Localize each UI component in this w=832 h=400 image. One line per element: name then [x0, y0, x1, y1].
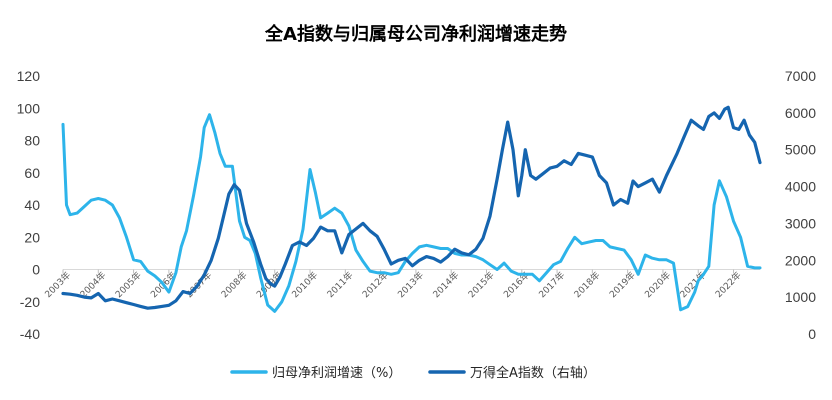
right-axis-tick-label: 4000 — [785, 179, 816, 195]
right-axis-tick-label: 5000 — [785, 142, 816, 158]
legend: 归母净利润增速（%） 万得全A指数（右轴） — [230, 365, 596, 381]
x-axis-tick-label: 2020年 — [642, 269, 673, 300]
right-axis-tick-label: 3000 — [785, 215, 816, 231]
x-axis-tick-label: 2017年 — [536, 269, 567, 300]
left-axis-tick-label: 120 — [17, 68, 41, 84]
series-line-net-profit-growth — [61, 113, 762, 313]
left-y-axis: -40 -20 0 20 40 60 80 100 120 — [17, 68, 41, 342]
right-y-axis: 0 1000 2000 3000 4000 5000 6000 7000 — [785, 68, 816, 342]
left-axis-tick-label: 80 — [24, 133, 40, 149]
left-axis-tick-label: -20 — [20, 294, 40, 310]
right-axis-tick-label: 7000 — [785, 68, 816, 84]
x-axis-tick-label: 2015年 — [466, 269, 497, 300]
right-axis-tick-label: 2000 — [785, 252, 816, 268]
x-axis-tick-label: 2008年 — [219, 269, 250, 300]
x-axis-tick-label: 2011年 — [324, 269, 355, 300]
x-axis-tick-label: 2013年 — [395, 269, 426, 300]
left-axis-tick-label: 0 — [32, 262, 40, 278]
x-axis-tick-label: 2018年 — [571, 269, 602, 300]
left-axis-tick-label: 100 — [17, 100, 41, 116]
right-axis-tick-label: 0 — [808, 326, 816, 342]
chart-title: 全A指数与归属母公司净利润增速走势 — [264, 23, 567, 45]
right-axis-tick-label: 1000 — [785, 289, 816, 305]
left-axis-tick-label: -40 — [20, 326, 40, 342]
legend-label: 归母净利润增速（%） — [272, 366, 401, 381]
legend-label: 万得全A指数（右轴） — [470, 365, 596, 381]
left-axis-tick-label: 20 — [24, 229, 40, 245]
series-line-wind-all-a-index — [61, 105, 762, 310]
x-axis-tick-label: 2005年 — [113, 269, 144, 300]
series-layer — [61, 105, 762, 313]
left-axis-tick-label: 60 — [24, 165, 40, 181]
left-axis-tick-label: 40 — [24, 197, 40, 213]
x-axis-tick-label: 2014年 — [430, 269, 461, 300]
x-axis-tick-label: 2019年 — [607, 269, 638, 300]
x-axis-tick-label: 2022年 — [713, 269, 744, 300]
right-axis-tick-label: 6000 — [785, 105, 816, 121]
